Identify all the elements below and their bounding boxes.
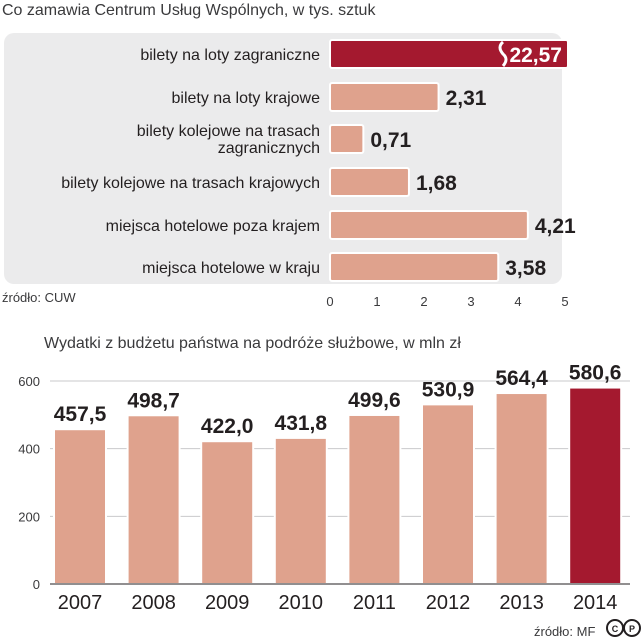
category-label: bilety na loty krajowe — [171, 90, 320, 107]
x-tick-label: 1 — [373, 294, 380, 309]
value-label: 457,5 — [54, 403, 107, 426]
top-chart-panel — [4, 33, 562, 284]
x-tick-label: 4 — [514, 294, 521, 309]
x-tick-label: 3 — [467, 294, 474, 309]
bar — [329, 124, 365, 154]
value-label: 2,31 — [446, 87, 487, 110]
top-chart: Co zamawia Centrum Usług Wspólnych, w ty… — [2, 2, 576, 309]
category-label-line: zagranicznych — [218, 140, 320, 157]
value-label: 580,6 — [569, 362, 622, 385]
bar — [329, 167, 410, 197]
y-tick-label: 600 — [18, 374, 40, 389]
bar — [53, 428, 107, 585]
x-tick-label: 5 — [561, 294, 568, 309]
top-chart-source: źródło: CUW — [2, 290, 76, 305]
bar — [329, 82, 440, 112]
value-label: 431,8 — [275, 412, 328, 435]
value-label: 3,58 — [505, 257, 546, 280]
x-tick-label: 2012 — [426, 592, 471, 614]
category-label: bilety kolejowe na trasach krajowych — [61, 175, 320, 192]
y-tick-label: 200 — [18, 509, 40, 524]
value-label: 4,21 — [535, 215, 576, 238]
bar — [494, 392, 549, 586]
top-chart-title: Co zamawia Centrum Usług Wspólnych, w ty… — [2, 2, 376, 19]
y-tick-label: 0 — [33, 577, 40, 592]
bottom-chart-marks: 0 200 400 600 457,5 2007 498,7 2008 422,0 2009 431… — [18, 362, 630, 614]
x-tick-label: 2014 — [573, 592, 618, 614]
category-label: miejsca hotelowe w kraju — [142, 260, 320, 277]
value-label: 1,68 — [416, 172, 457, 195]
value-label: 530,9 — [422, 378, 475, 401]
value-label: 498,7 — [127, 389, 180, 412]
bar — [329, 210, 529, 240]
bar — [200, 440, 255, 585]
cc-license-icon: C P — [606, 619, 641, 637]
bar — [568, 386, 623, 585]
y-tick-label: 400 — [18, 442, 40, 457]
category-label: miejsca hotelowe poza krajem — [106, 218, 320, 235]
x-tick-label: 2013 — [499, 592, 544, 614]
bottom-chart-title: Wydatki z budżetu państwa na podróże słu… — [44, 335, 461, 352]
category-label-line: bilety kolejowe na trasach — [137, 123, 320, 140]
bar — [273, 436, 328, 585]
x-tick-label: 2 — [420, 294, 427, 309]
axis-break-mark — [498, 40, 508, 67]
x-tick-label: 2010 — [279, 592, 324, 614]
value-label: 499,6 — [348, 389, 401, 412]
bar — [421, 403, 475, 586]
value-label: 564,4 — [495, 367, 548, 390]
top-chart-marks: bilety na loty zagraniczne 22,57 bilety na… — [61, 39, 576, 309]
value-label: 22,57 — [509, 44, 562, 67]
value-label: 422,0 — [201, 415, 254, 438]
x-tick-label: 2007 — [58, 592, 103, 614]
bar — [126, 414, 181, 585]
category-label: bilety na loty zagraniczne — [140, 47, 320, 64]
bar — [329, 252, 500, 282]
x-tick-label: 2011 — [353, 592, 396, 614]
x-tick-label: 2008 — [131, 592, 176, 614]
bottom-chart-source: źródło: MF — [534, 624, 595, 639]
bar — [329, 39, 569, 69]
value-label: 0,71 — [370, 129, 411, 152]
category-label: bilety kolejowe na trasach zagranicznych — [137, 123, 320, 157]
svg-text:C: C — [612, 624, 619, 634]
bottom-chart: Wydatki z budżetu państwa na podróże słu… — [18, 335, 641, 639]
x-tick-label: 2009 — [205, 592, 250, 614]
x-tick-label: 0 — [326, 294, 333, 309]
svg-text:P: P — [629, 624, 635, 634]
bar — [347, 413, 402, 585]
